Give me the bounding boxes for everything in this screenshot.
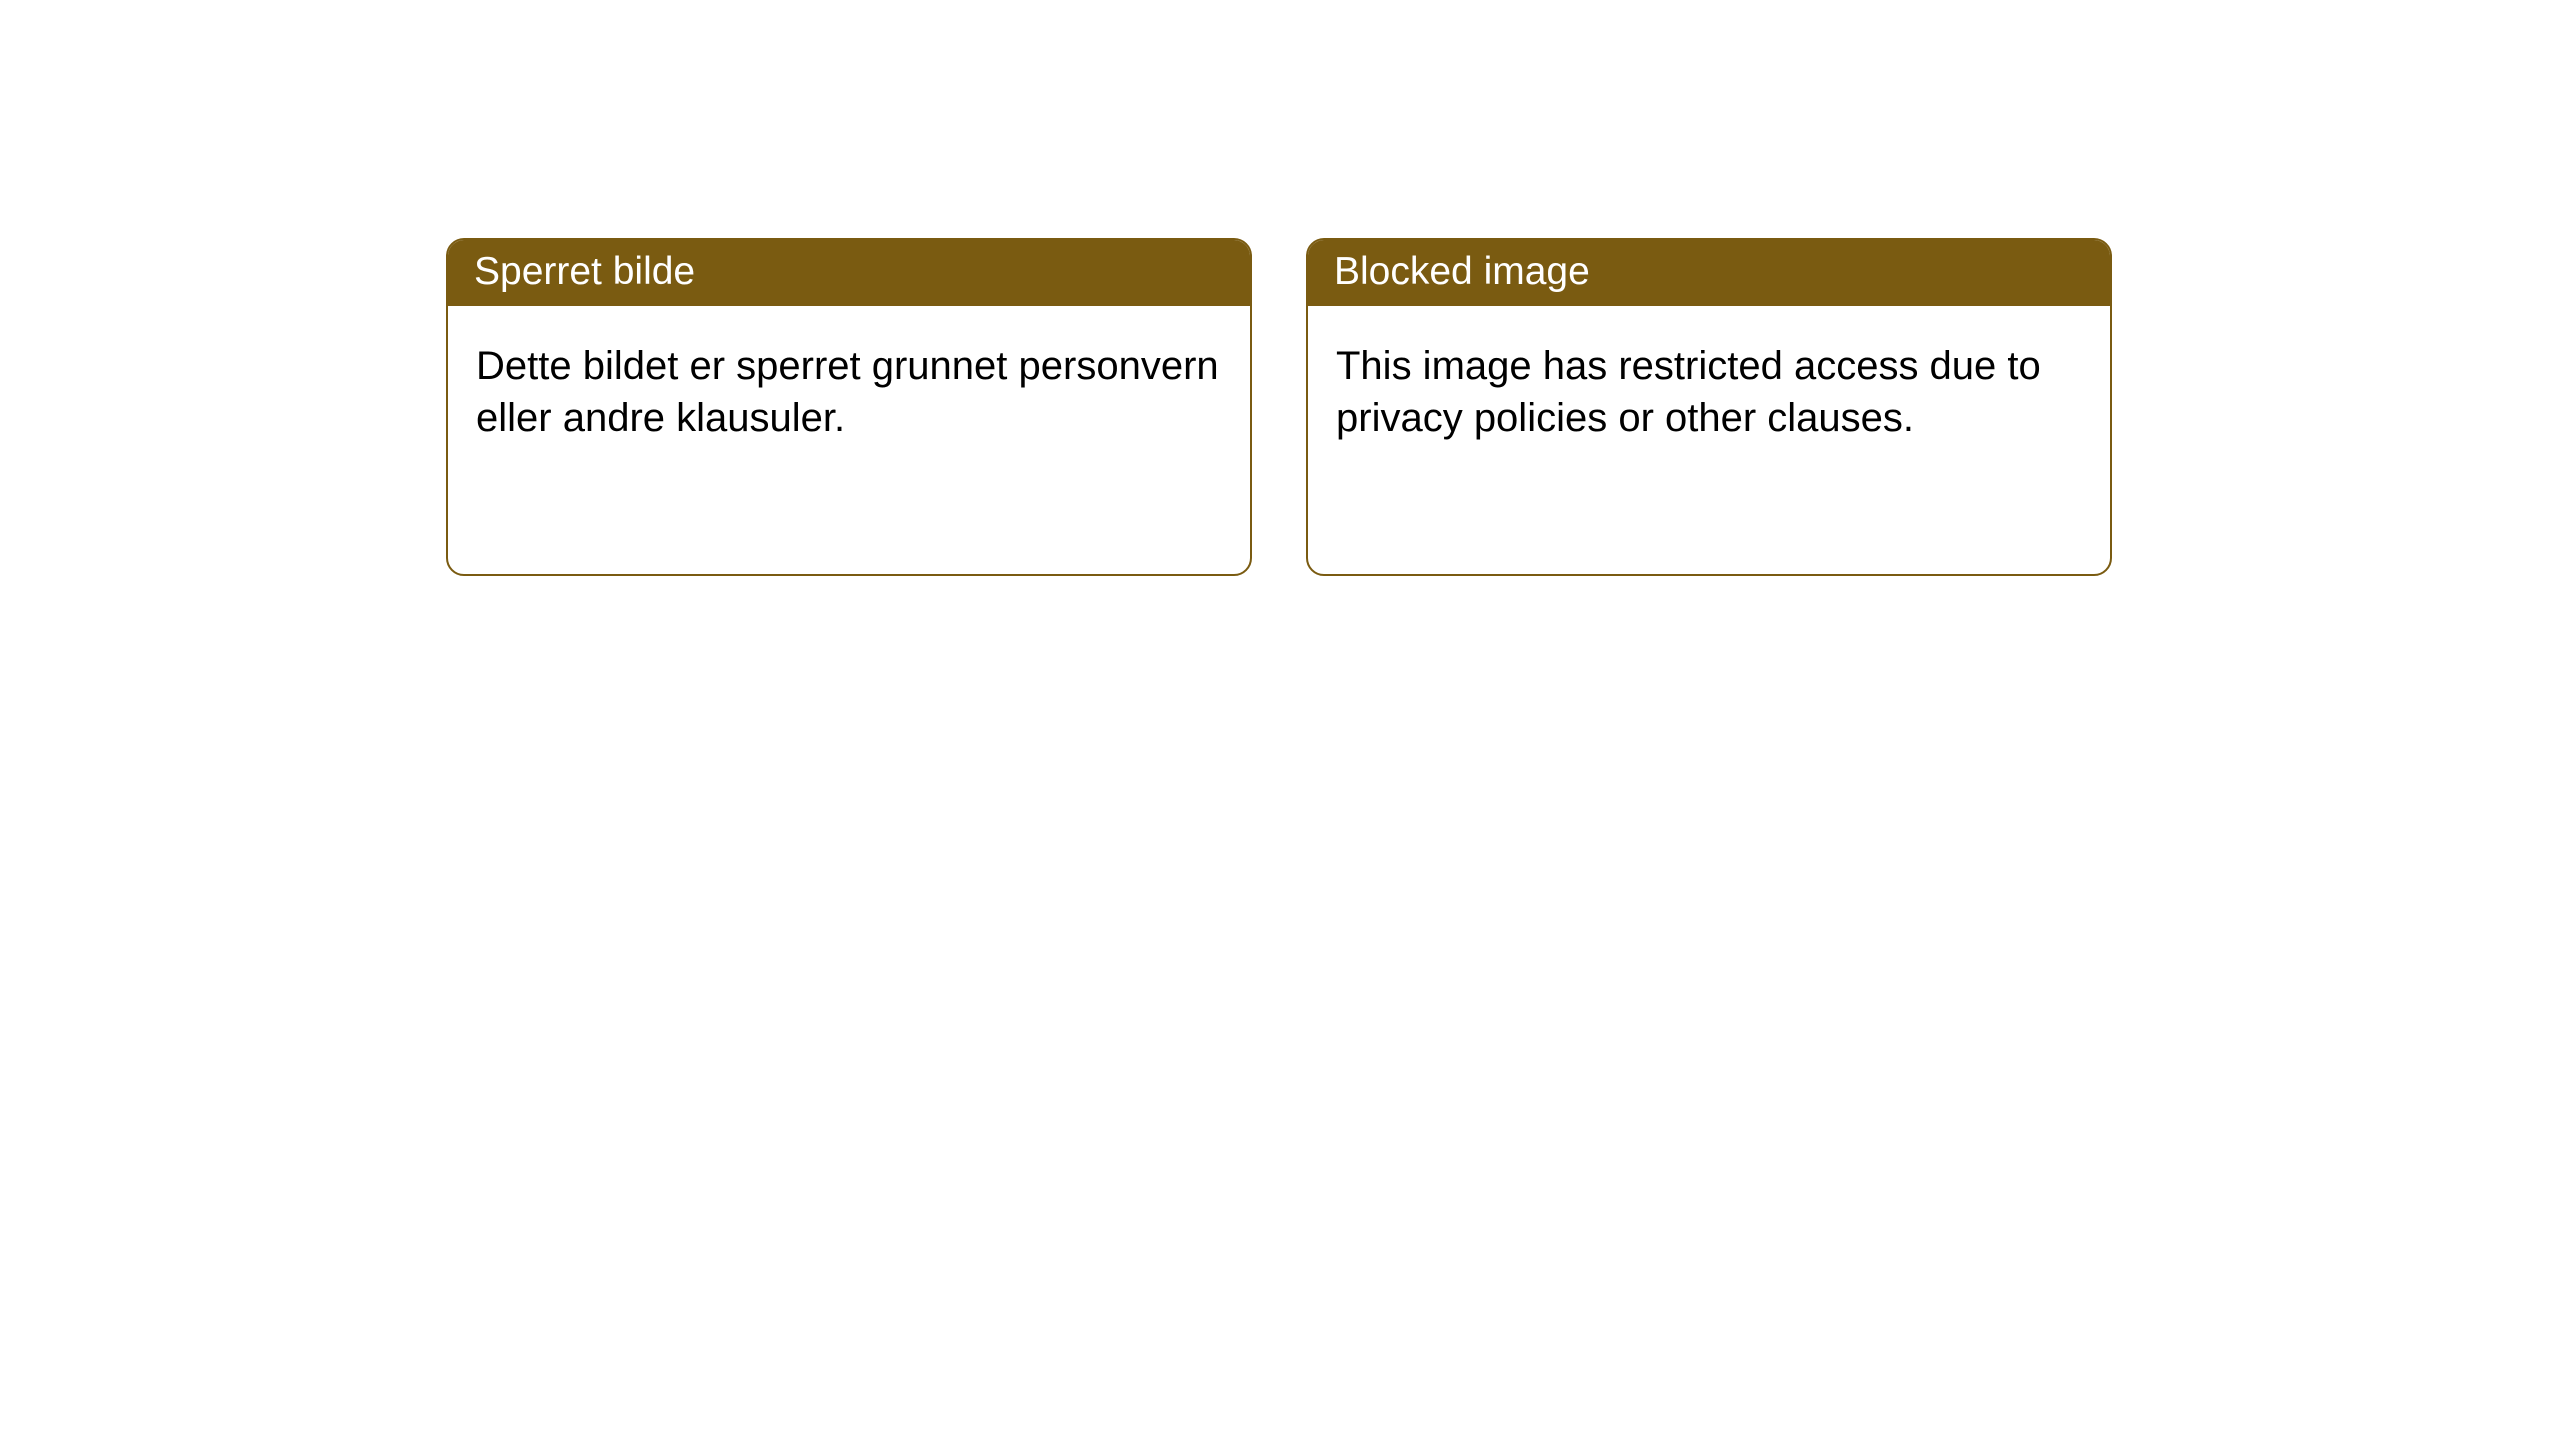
notice-card-right-title: Blocked image: [1308, 240, 2110, 306]
notice-card-left-title: Sperret bilde: [448, 240, 1250, 306]
notice-card-left-body: Dette bildet er sperret grunnet personve…: [448, 306, 1250, 464]
notice-card-container: Sperret bilde Dette bildet er sperret gr…: [446, 238, 2112, 576]
notice-card-left: Sperret bilde Dette bildet er sperret gr…: [446, 238, 1252, 576]
notice-card-right-body: This image has restricted access due to …: [1308, 306, 2110, 464]
notice-card-right: Blocked image This image has restricted …: [1306, 238, 2112, 576]
